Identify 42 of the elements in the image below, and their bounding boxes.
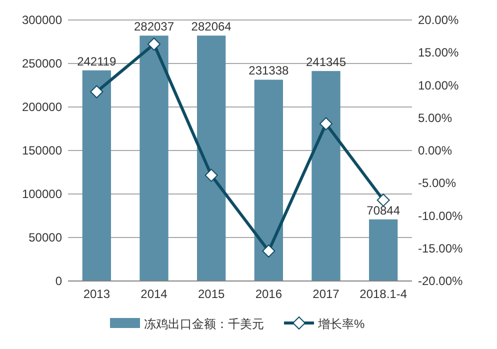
y2-tick-label: -10.00% — [418, 208, 464, 223]
point — [90, 85, 104, 98]
legend-label: 增长率% — [317, 317, 365, 331]
y2-tick-label: 0.00% — [418, 144, 452, 158]
x-tick-label: 2018.1-4 — [360, 287, 408, 301]
data-label: 241345 — [306, 55, 346, 70]
point — [262, 244, 276, 258]
data-label: 70844 — [366, 203, 400, 218]
x-tick-label: 2017 — [312, 287, 340, 301]
bar — [197, 36, 226, 281]
data-label: 282037 — [134, 20, 174, 34]
y-tick-label: 0 — [55, 274, 62, 288]
y2-tick-label: 20.00% — [418, 13, 460, 27]
legend-label: 冻鸡出口金额：千美元 — [144, 317, 264, 331]
y2-tick-label: -5.00% — [418, 176, 456, 190]
y-tick-label: 200000 — [22, 100, 62, 114]
y2-tick-label: 15.00% — [418, 46, 460, 60]
bar — [369, 219, 398, 281]
y2-tick-label: -20.00% — [418, 274, 464, 288]
bar — [254, 80, 283, 281]
point — [320, 117, 332, 130]
y2-tick-label: -15.00% — [418, 241, 464, 256]
y2-tick-label: 5.00% — [418, 110, 452, 125]
y-tick-label: 150000 — [22, 144, 62, 158]
bar — [82, 70, 111, 281]
data-label: 282064 — [191, 20, 232, 34]
data-label: 231338 — [248, 64, 290, 78]
x-tick-label: 2014 — [140, 287, 168, 301]
bar — [312, 71, 340, 281]
y2-tick-label: 10.00% — [418, 78, 460, 92]
y-tick-label: 100000 — [22, 187, 62, 201]
x-tick-label: 2016 — [255, 287, 282, 301]
point — [148, 38, 160, 51]
x-tick-label: 2013 — [83, 287, 110, 301]
y-tick-label: 50000 — [28, 230, 62, 244]
bar — [140, 36, 168, 281]
point — [204, 168, 218, 182]
data-label: 242119 — [77, 54, 117, 68]
y-tick-label: 250000 — [22, 56, 62, 70]
point — [376, 194, 390, 207]
y-tick-label: 300000 — [22, 13, 62, 27]
x-tick-label: 2015 — [198, 287, 226, 301]
